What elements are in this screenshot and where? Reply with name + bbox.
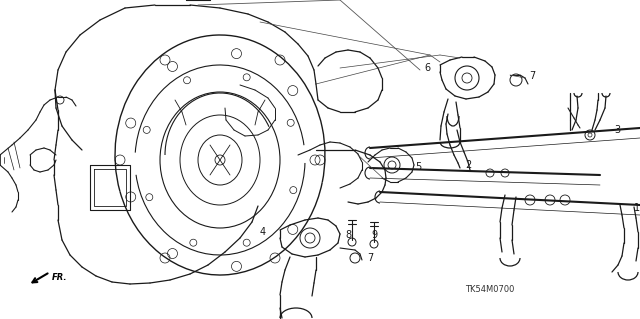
Text: 9: 9 (371, 230, 377, 240)
Text: 7: 7 (367, 253, 373, 263)
Text: 8: 8 (345, 230, 351, 240)
Text: 5: 5 (415, 162, 421, 172)
Text: 1: 1 (634, 203, 640, 213)
Text: 2: 2 (465, 160, 471, 170)
Text: 3: 3 (614, 125, 620, 135)
Text: 4: 4 (260, 227, 266, 237)
Text: 7: 7 (529, 71, 535, 81)
Text: FR.: FR. (52, 273, 67, 283)
Text: 6: 6 (424, 63, 430, 73)
Text: TK54M0700: TK54M0700 (465, 286, 515, 294)
